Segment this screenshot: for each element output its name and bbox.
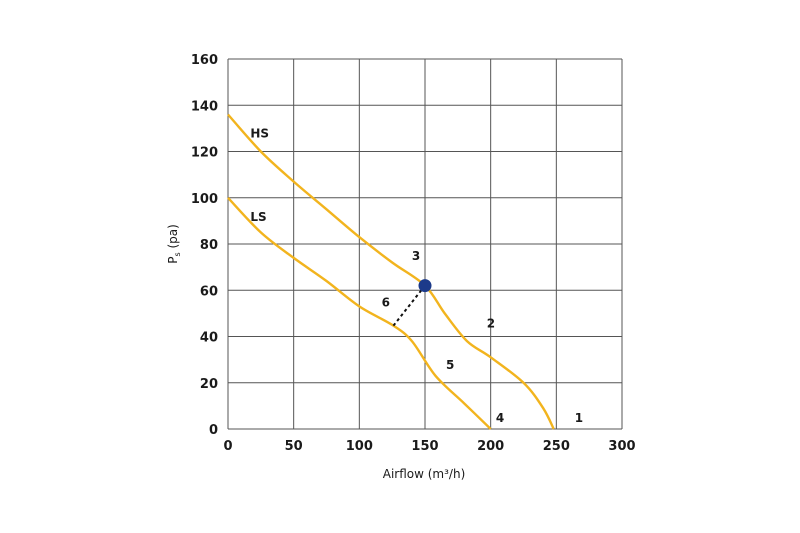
y-tick-label: 140 (191, 99, 218, 114)
y-axis-label: Ps (pa) (166, 224, 182, 264)
annotation-4: 4 (496, 411, 504, 425)
annotation-1: 1 (575, 411, 583, 425)
curves (227, 113, 555, 430)
y-tick-label: 60 (200, 284, 218, 299)
y-tick-label: 80 (200, 238, 218, 253)
x-tick-label: 150 (411, 439, 438, 454)
y-tick-label: 40 (200, 331, 218, 346)
dashed-leader-line (391, 285, 426, 328)
tick-labels: 0 50 100 150 200 250 300 0 20 40 60 80 100 120 140 160 (191, 53, 636, 454)
operating-point-marker (418, 279, 432, 293)
curve-hs (227, 113, 555, 430)
annotation-hs: HS (250, 127, 269, 141)
y-tick-label: 160 (191, 53, 218, 68)
y-tick-label: 100 (191, 192, 218, 207)
x-axis-label: Airflow (m³/h) (383, 467, 466, 481)
x-tick-label: 50 (285, 439, 303, 454)
y-tick-label: 120 (191, 146, 218, 161)
annotation-6: 6 (382, 295, 390, 309)
x-tick-label: 100 (346, 439, 373, 454)
y-tick-label: 20 (200, 377, 218, 392)
y-tick-label: 0 (209, 423, 218, 438)
x-tick-label: 250 (543, 439, 570, 454)
annotation-2: 2 (487, 316, 495, 330)
annotation-3: 3 (412, 249, 420, 263)
annotation-5: 5 (446, 358, 454, 372)
curve-ls (227, 196, 492, 430)
annotations: HS LS 3 6 2 5 4 1 (250, 127, 583, 425)
x-tick-label: 300 (608, 439, 635, 454)
x-tick-label: 200 (477, 439, 504, 454)
x-tick-label: 0 (223, 439, 232, 454)
annotation-ls: LS (250, 210, 266, 224)
grid (227, 58, 623, 430)
